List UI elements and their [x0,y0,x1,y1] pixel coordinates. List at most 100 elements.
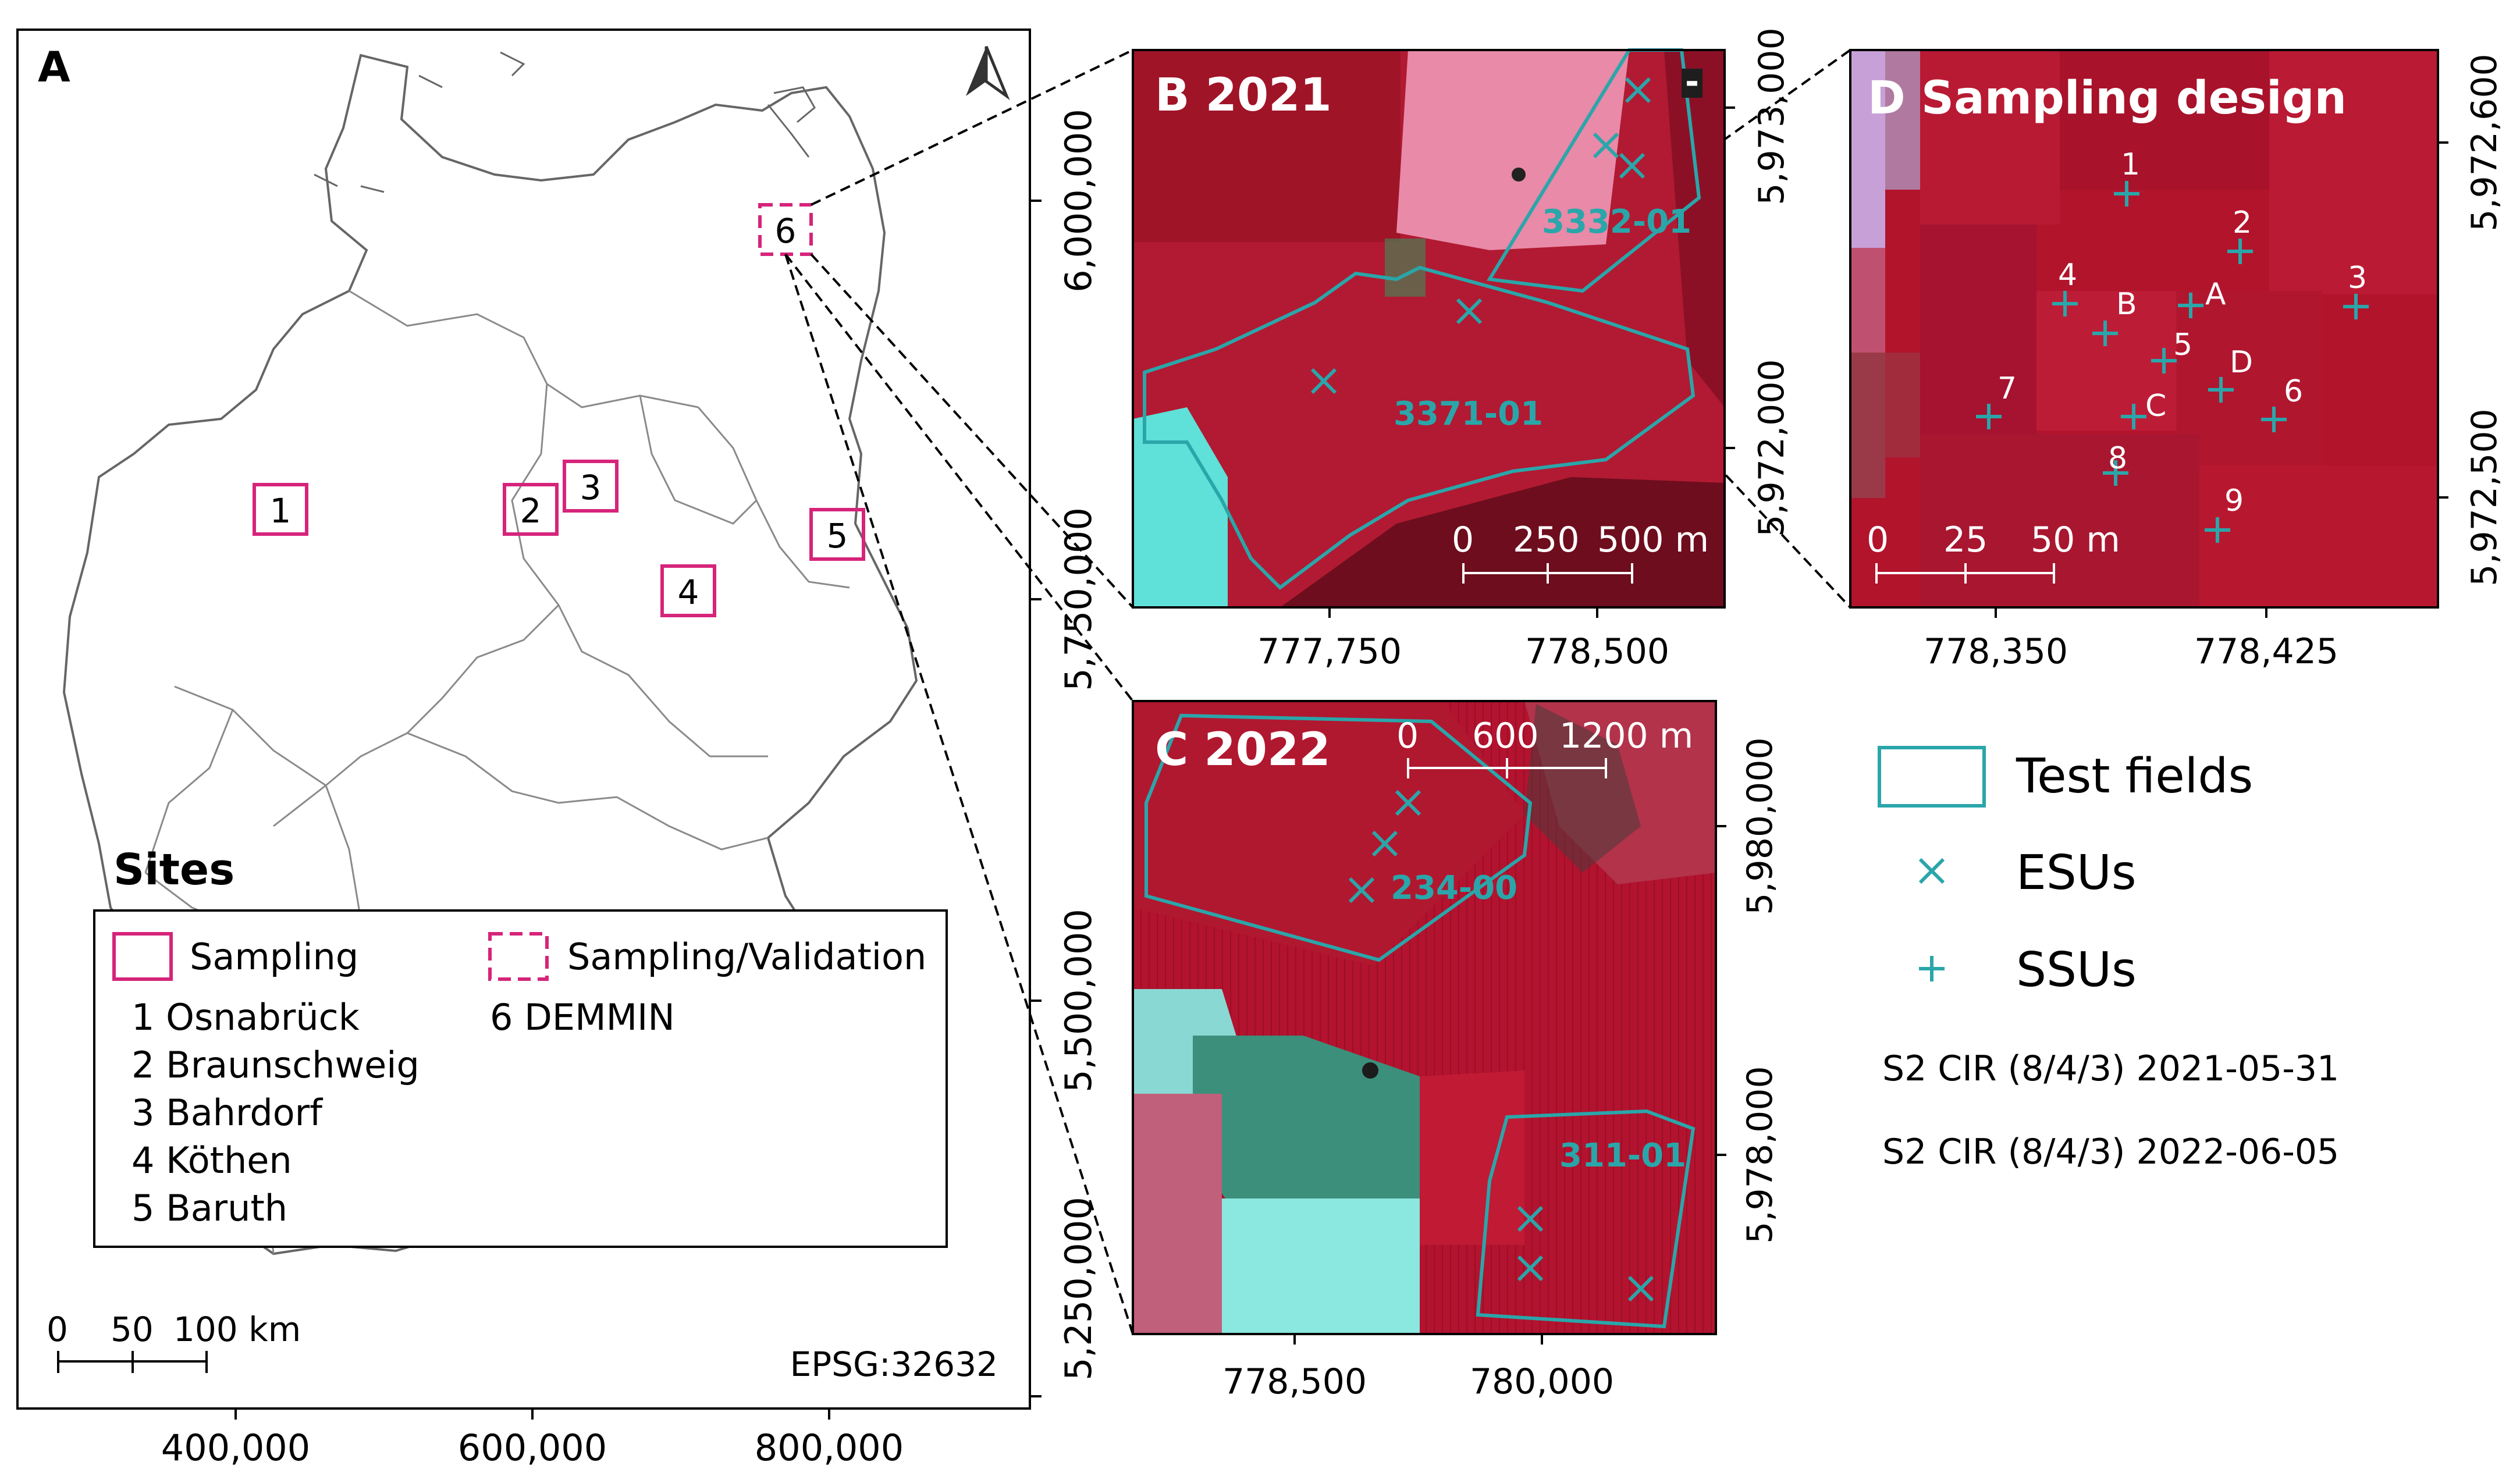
site-1[interactable]: 1 [253,483,308,536]
scalebar-c-1200: 1200 m [1559,716,1693,756]
coastline-islands [314,51,816,193]
panel-c-title: C 2022 [1155,724,1331,776]
scalebar-d-50: 50 m [2031,520,2120,560]
panel-a-label: A [38,42,70,91]
panel-b-xtick-778500: 778,500 [1525,631,1669,672]
site-3-number: 3 [580,468,602,507]
panel-c-xtick-778500: 778,500 [1222,1361,1367,1402]
scalebar-d-0: 0 [1867,520,1889,560]
scalebar-c-0: 0 [1396,716,1419,756]
legend-site-3: 3 Bahrdorf [131,1091,324,1134]
panel-d-ssu-labels: 1 2 3 4 5 6 7 8 9 [1997,147,2367,518]
site-2[interactable]: 2 [503,483,559,536]
site-5-number: 5 [827,516,848,556]
map-legend: Test fields ESUs SSUs S2 CIR (8/4/3) 202… [1878,746,2339,1172]
field-311-01-outline [1476,1109,1696,1329]
panel-a-crs: EPSG:32632 [790,1345,998,1384]
site-2-number: 2 [520,491,542,531]
panel-b-minus-sign: - [1685,62,1699,101]
panel-b-ytick-5972000: 5,972,000 [1751,359,1792,536]
panel-d-ytick-5972600: 5,972,600 [2464,54,2505,231]
ssu-label-5: 5 [2173,328,2192,362]
legend-sampling-swatch [112,932,173,981]
panel-b: - B 2021 3332-01 3371-01 0 250 500 m 777… [1132,27,1792,672]
panel-c-esus [1348,789,1654,1302]
legend-esu-symbol [1918,858,1945,884]
site-3[interactable]: 3 [563,460,619,513]
ssu-label-2: 2 [2233,205,2252,240]
legend-source-2021: S2 CIR (8/4/3) 2021-05-31 [1882,1048,2339,1089]
panel-c: C 2022 234-00 311-01 0 600 1200 m 778,50… [1132,700,1780,1402]
legend-validation-label: Sampling/Validation [567,936,926,978]
legend-esus-label: ESUs [2016,845,2137,901]
panel-c-ytick-5980000: 5,980,000 [1740,737,1780,915]
panel-d-xtick-778350: 778,350 [1924,631,2068,672]
scalebar-a-100: 100 km [173,1310,301,1349]
legend-source-2022: S2 CIR (8/4/3) 2022-06-05 [1882,1132,2339,1172]
sites-legend-title: Sites [113,845,234,895]
ssu-label-7: 7 [1997,371,2017,406]
panel-d-title: D Sampling design [1868,72,2347,125]
panel-d-scalebar: 0 25 50 m [1867,520,2120,584]
esu-label-c: C [2145,389,2166,424]
panel-c-scalebar: 0 600 1200 m [1396,716,1693,778]
panel-d-esu-labels: A B C D [2116,277,2253,424]
panel-b-ytick-5973000: 5,973,000 [1751,27,1792,205]
panel-a-xtick-600000: 600,000 [458,1427,607,1469]
ssu-label-8: 8 [2108,441,2127,476]
panel-b-scalebar: 0 250 500 m [1452,520,1709,584]
ssu-label-9: 9 [2224,483,2244,518]
panel-b-axes: 777,750 778,500 5,973,000 5,972,000 [1257,27,1792,672]
esu-label-a: A [2205,277,2226,312]
sites-legend-box [93,909,948,1248]
panel-b-fields [1143,48,1701,590]
panel-a-scalebar: 0 50 100 km [47,1310,301,1373]
field-label-311-01: 311-01 [1559,1137,1686,1175]
legend-site-1: 1 Osnabrück [131,996,360,1038]
legend-ssus-label: SSUs [2016,942,2137,998]
legend-site-2: 2 Braunschweig [131,1044,420,1086]
field-234-00-outline [1145,713,1533,962]
panel-a-axes: 400,000 600,000 800,000 6,000,000 5,750,… [161,109,1100,1469]
panel-d-axes: 778,350 778,425 5,972,600 5,972,500 [1924,54,2505,672]
legend-ssu-symbol [1919,956,1945,981]
esu-label-d: D [2230,345,2253,380]
field-3371-01-outline [1143,265,1696,590]
field-3332-01-outline [1487,48,1701,293]
ssu-label-4: 4 [2058,258,2077,293]
legend-site-6: 6 DEMMIN [490,996,675,1038]
panel-c-ytick-5978000: 5,978,000 [1740,1066,1780,1243]
panel-a-ytick-5500000: 5,500,000 [1057,909,1100,1093]
scalebar-b-0: 0 [1452,520,1474,560]
field-label-3332-01: 3332-01 [1542,203,1691,241]
site-1-number: 1 [270,491,292,531]
site-5[interactable]: 5 [809,508,865,561]
esu-label-b: B [2116,287,2137,322]
panel-d-xtick-778425: 778,425 [2194,631,2338,672]
panel-d-ytick-5972500: 5,972,500 [2464,408,2505,586]
legend-test-fields-swatch [1878,746,1986,808]
field-label-234-00: 234-00 [1391,869,1517,907]
panel-a-ytick-6000000: 6,000,000 [1057,109,1100,293]
panel-d-ssus [1976,181,2369,543]
panel-b-frame [1132,49,1726,609]
panel-a-xtick-800000: 800,000 [755,1427,904,1469]
ssu-label-1: 1 [2121,147,2140,182]
panel-a: A 1 2 3 [16,29,1100,1469]
legend-validation-swatch [488,932,549,981]
scalebar-b-250: 250 [1513,520,1580,560]
ssu-label-3: 3 [2348,261,2367,296]
scalebar-a-50: 50 [111,1310,154,1349]
site-markers: 1 2 3 4 5 6 [253,203,865,617]
legend-site-4: 4 Köthen [131,1139,292,1182]
panel-d: 1 2 3 4 5 6 7 8 9 A B C D D Sampling des… [1849,49,2505,672]
panel-d-frame [1849,49,2439,609]
site-4[interactable]: 4 [660,564,716,617]
scalebar-b-500: 500 m [1597,520,1709,560]
panel-c-fields [1145,713,1696,1329]
scalebar-d-25: 25 [1943,520,1988,560]
panel-c-axes: 778,500 780,000 5,980,000 5,978,000 [1222,737,1780,1402]
panel-b-esus [1310,77,1651,394]
panel-a-ytick-5250000: 5,250,000 [1057,1197,1100,1381]
